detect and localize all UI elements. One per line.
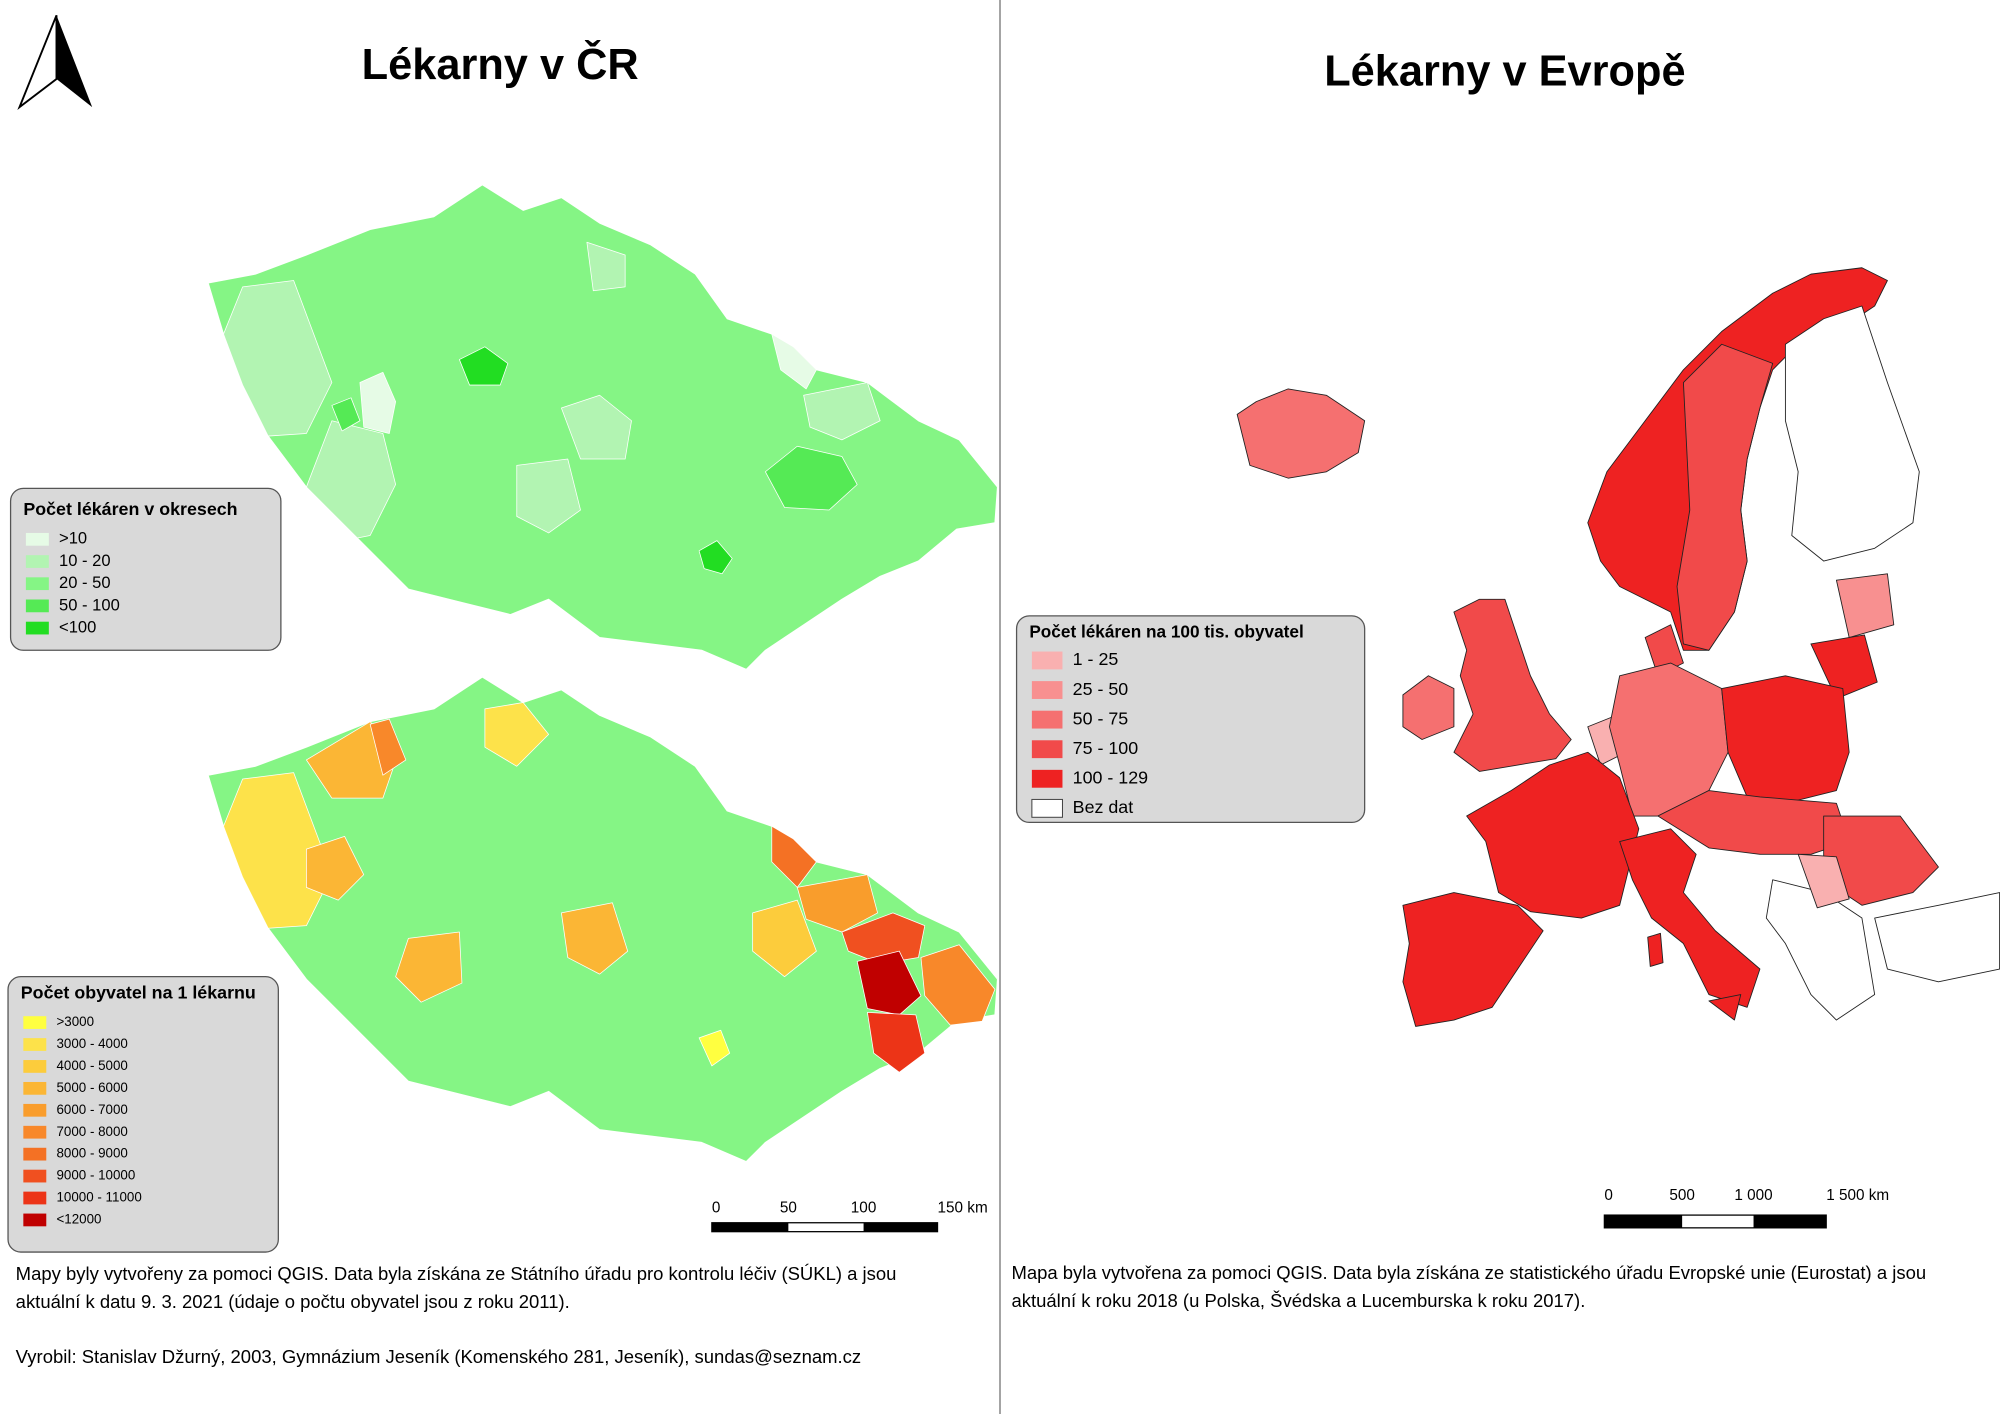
legends: Počet lékáren v okresech >10 10 - 20 20 - 5… [7, 487, 1366, 1253]
legend-label: >10 [59, 529, 87, 548]
legend-swatch [23, 1103, 47, 1117]
legend-title: Počet lékáren na 100 tis. obyvatel [1029, 622, 1303, 642]
legend-swatch [1031, 798, 1063, 818]
left-note-line: Mapy byly vytvořeny za pomoci QGIS. Data… [16, 1263, 897, 1284]
legend-title: Počet obyvatel na 1 lékarnu [21, 982, 256, 1002]
legend-label: <12000 [56, 1211, 101, 1226]
legend-label: 20 - 50 [59, 573, 111, 592]
scale-label: 1 000 [1734, 1187, 1772, 1204]
legend-swatch [23, 1125, 47, 1139]
legend-label: 25 - 50 [1073, 679, 1129, 699]
legend-label: 8000 - 9000 [56, 1146, 127, 1161]
legend-label: 3000 - 4000 [56, 1036, 127, 1051]
legend-label: 50 - 100 [59, 595, 120, 614]
scale-bar-segment [863, 1222, 938, 1232]
legend-swatch [25, 621, 49, 635]
legend-swatch [1031, 710, 1063, 729]
legend-label: 1 - 25 [1073, 649, 1119, 669]
legend-label: >3000 [56, 1014, 94, 1029]
scale-label: 500 [1669, 1187, 1695, 1204]
legend-label: 100 - 129 [1073, 768, 1148, 788]
scale-label: 100 [851, 1200, 877, 1217]
legend-swatch [23, 1191, 47, 1205]
legend-swatch [23, 1016, 47, 1029]
scale-bar-segment [1604, 1215, 1683, 1228]
legend-label: 5000 - 6000 [56, 1080, 127, 1095]
left-note-line: aktuální k datu 9. 3. 2021 (údaje o počt… [16, 1291, 570, 1312]
legend-swatch [1031, 651, 1063, 670]
legend-box [7, 976, 279, 1253]
legend-label: 7000 - 8000 [56, 1124, 127, 1139]
legend-swatch [23, 1081, 47, 1095]
scale-label: 0 [1604, 1187, 1613, 1204]
scale-bar-segment [711, 1222, 789, 1232]
right-note-line: aktuální k roku 2018 (u Polska, Švédska … [1011, 1290, 1585, 1311]
legend-swatch [1031, 769, 1063, 788]
scale-label: 1 500 km [1826, 1187, 1889, 1204]
scale-label: 150 km [938, 1200, 988, 1217]
legend-swatch [23, 1213, 47, 1227]
legend-label: 4000 - 5000 [56, 1058, 127, 1073]
legend-label: 50 - 75 [1073, 708, 1129, 728]
legend-swatch [23, 1147, 47, 1161]
legend-label: 6000 - 7000 [56, 1102, 127, 1117]
legend-label: 9000 - 10000 [56, 1168, 135, 1183]
legend-swatch [1031, 681, 1063, 699]
left-title: Lékarny v ČR [362, 40, 639, 89]
cz-pharmacy-map [207, 184, 998, 670]
legend-swatch [25, 555, 49, 568]
legend-swatch [25, 577, 49, 591]
legend-swatch [25, 599, 49, 613]
legend-box [9, 487, 282, 651]
europe-map [1236, 267, 2000, 1027]
author-line: Vyrobil: Stanislav Džurný, 2003, Gymnázi… [16, 1346, 861, 1367]
scale-label: 0 [712, 1200, 721, 1217]
legend-label: <100 [59, 617, 96, 636]
legend-swatch [25, 532, 49, 546]
cz-population-map [207, 676, 998, 1163]
legend-label: Bez dat [1073, 797, 1134, 817]
scale-label: 50 [780, 1200, 797, 1217]
legend-swatch [23, 1060, 47, 1073]
legend-swatch [23, 1169, 47, 1183]
legend-label: 10 - 20 [59, 551, 111, 570]
legend-swatch [23, 1038, 47, 1051]
legend-label: 75 - 100 [1073, 738, 1139, 758]
right-title: Lékarny v Evropě [1324, 47, 1685, 95]
legend-swatch [1031, 740, 1063, 759]
legend-label: 10000 - 11000 [56, 1190, 141, 1205]
legend-title: Počet lékáren v okresech [23, 499, 237, 519]
legend-box [1015, 615, 1366, 824]
right-note-line: Mapa byla vytvořena za pomoci QGIS. Data… [1011, 1262, 1926, 1283]
scale-bar-segment [1753, 1215, 1827, 1228]
